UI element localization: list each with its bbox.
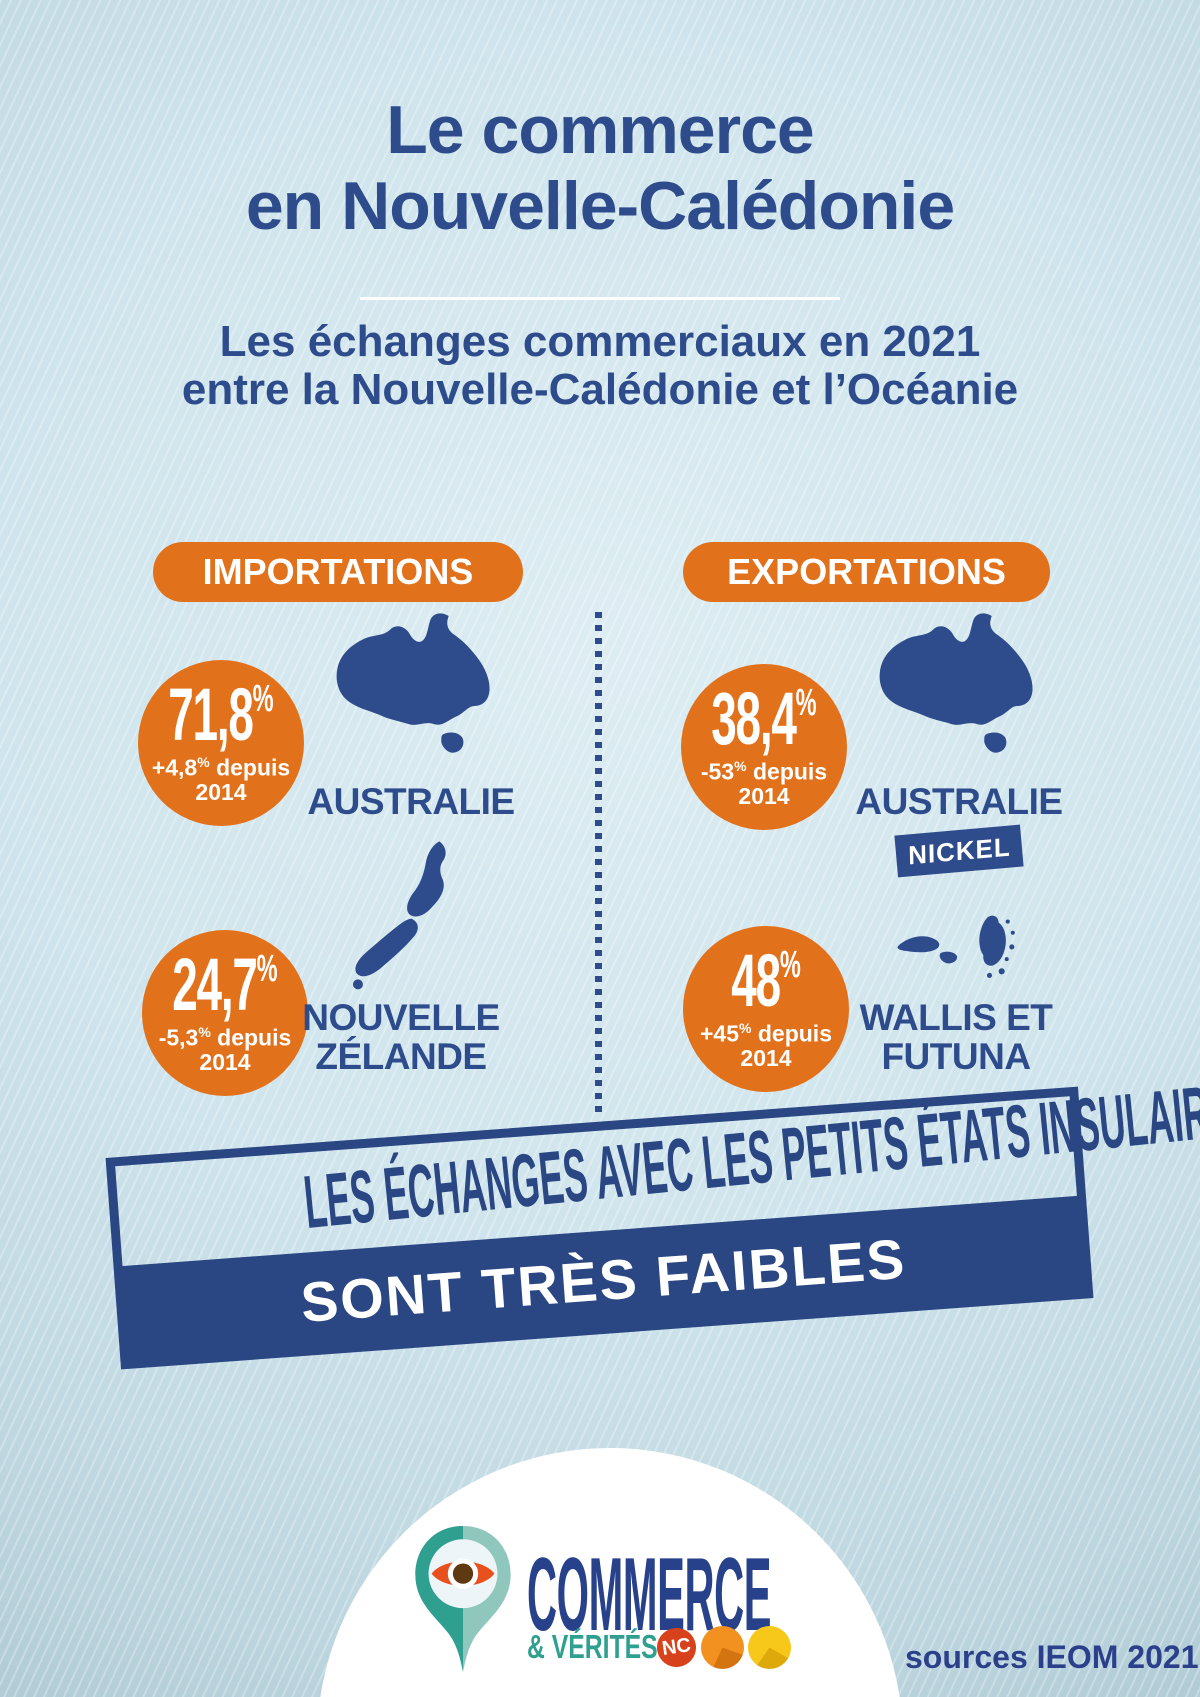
export-wf-change: +45% depuis <box>700 1020 832 1047</box>
brand-tagline: & VÉRITÉS <box>527 1628 658 1665</box>
import-nz-label-line2: ZÉLANDE <box>315 1036 487 1078</box>
export-australia-stat-circle: 38,4% -53% depuis 2014 <box>681 664 847 830</box>
import-australia-stat-circle: 71,8% +4,8% depuis 2014 <box>138 660 304 826</box>
page-title: Le commerce en Nouvelle-Calédonie <box>0 92 1200 244</box>
export-wf-label-line2: FUTUNA <box>881 1036 1031 1078</box>
import-nz-change-year: 2014 <box>199 1049 251 1076</box>
sources-note: sources IEOM 2021 <box>905 1639 1199 1675</box>
subtitle-line2: entre la Nouvelle-Calédonie et l’Océanie <box>181 364 1019 414</box>
new-zealand-map-icon <box>352 841 446 990</box>
australia-map-icon <box>336 613 490 753</box>
exports-header-label: EXPORTATIONS <box>727 551 1006 592</box>
import-nz-label-line1: NOUVELLE <box>302 997 500 1038</box>
wallis-futuna-map-icon <box>897 915 1015 978</box>
export-wf-change-year: 2014 <box>740 1045 792 1072</box>
export-wf-label-line1: WALLIS ET <box>859 997 1053 1038</box>
title-line2: en Nouvelle-Calédonie <box>245 168 955 245</box>
import-nz-change: -5,3% depuis <box>158 1024 292 1051</box>
location-pin-eye-icon <box>415 1526 511 1672</box>
import-australia-label: AUSTRALIE <box>307 781 515 822</box>
import-nz-value: 24,7% <box>172 942 278 1026</box>
australia-map-icon <box>879 613 1033 753</box>
subtitle-line1: Les échanges commerciaux en 2021 <box>219 317 981 366</box>
export-australia-change: -53% depuis <box>700 758 828 785</box>
exports-header-pill: EXPORTATIONS <box>683 542 1050 602</box>
orange-pie-icon <box>701 1626 744 1669</box>
export-australia-label: AUSTRALIE <box>855 781 1063 822</box>
export-wf-stat-circle: 48% +45% depuis 2014 <box>683 926 849 1092</box>
export-australia-change-year: 2014 <box>738 783 790 810</box>
export-wf-label: WALLIS ET FUTUNA <box>835 997 1077 1078</box>
import-nz-stat-circle: 24,7% -5,3% depuis 2014 <box>142 930 308 1096</box>
export-wf-value: 48% <box>731 938 801 1022</box>
nickel-badge-label: NICKEL <box>907 830 1011 871</box>
yellow-pie-icon <box>748 1626 791 1669</box>
dotted-divider <box>595 612 602 1115</box>
title-divider <box>360 297 840 300</box>
title-line1: Le commerce <box>386 92 814 168</box>
page-subtitle: Les échanges commerciaux en 2021 entre l… <box>0 318 1200 413</box>
imports-header-label: IMPORTATIONS <box>202 551 474 592</box>
import-australia-value: 71,8% <box>168 672 274 756</box>
import-nz-label: NOUVELLE ZÉLANDE <box>280 997 522 1078</box>
export-australia-value: 38,4% <box>711 676 817 760</box>
imports-header-pill: IMPORTATIONS <box>153 542 523 602</box>
import-australia-change: +4,8% depuis <box>151 754 291 781</box>
import-australia-change-year: 2014 <box>195 779 247 806</box>
